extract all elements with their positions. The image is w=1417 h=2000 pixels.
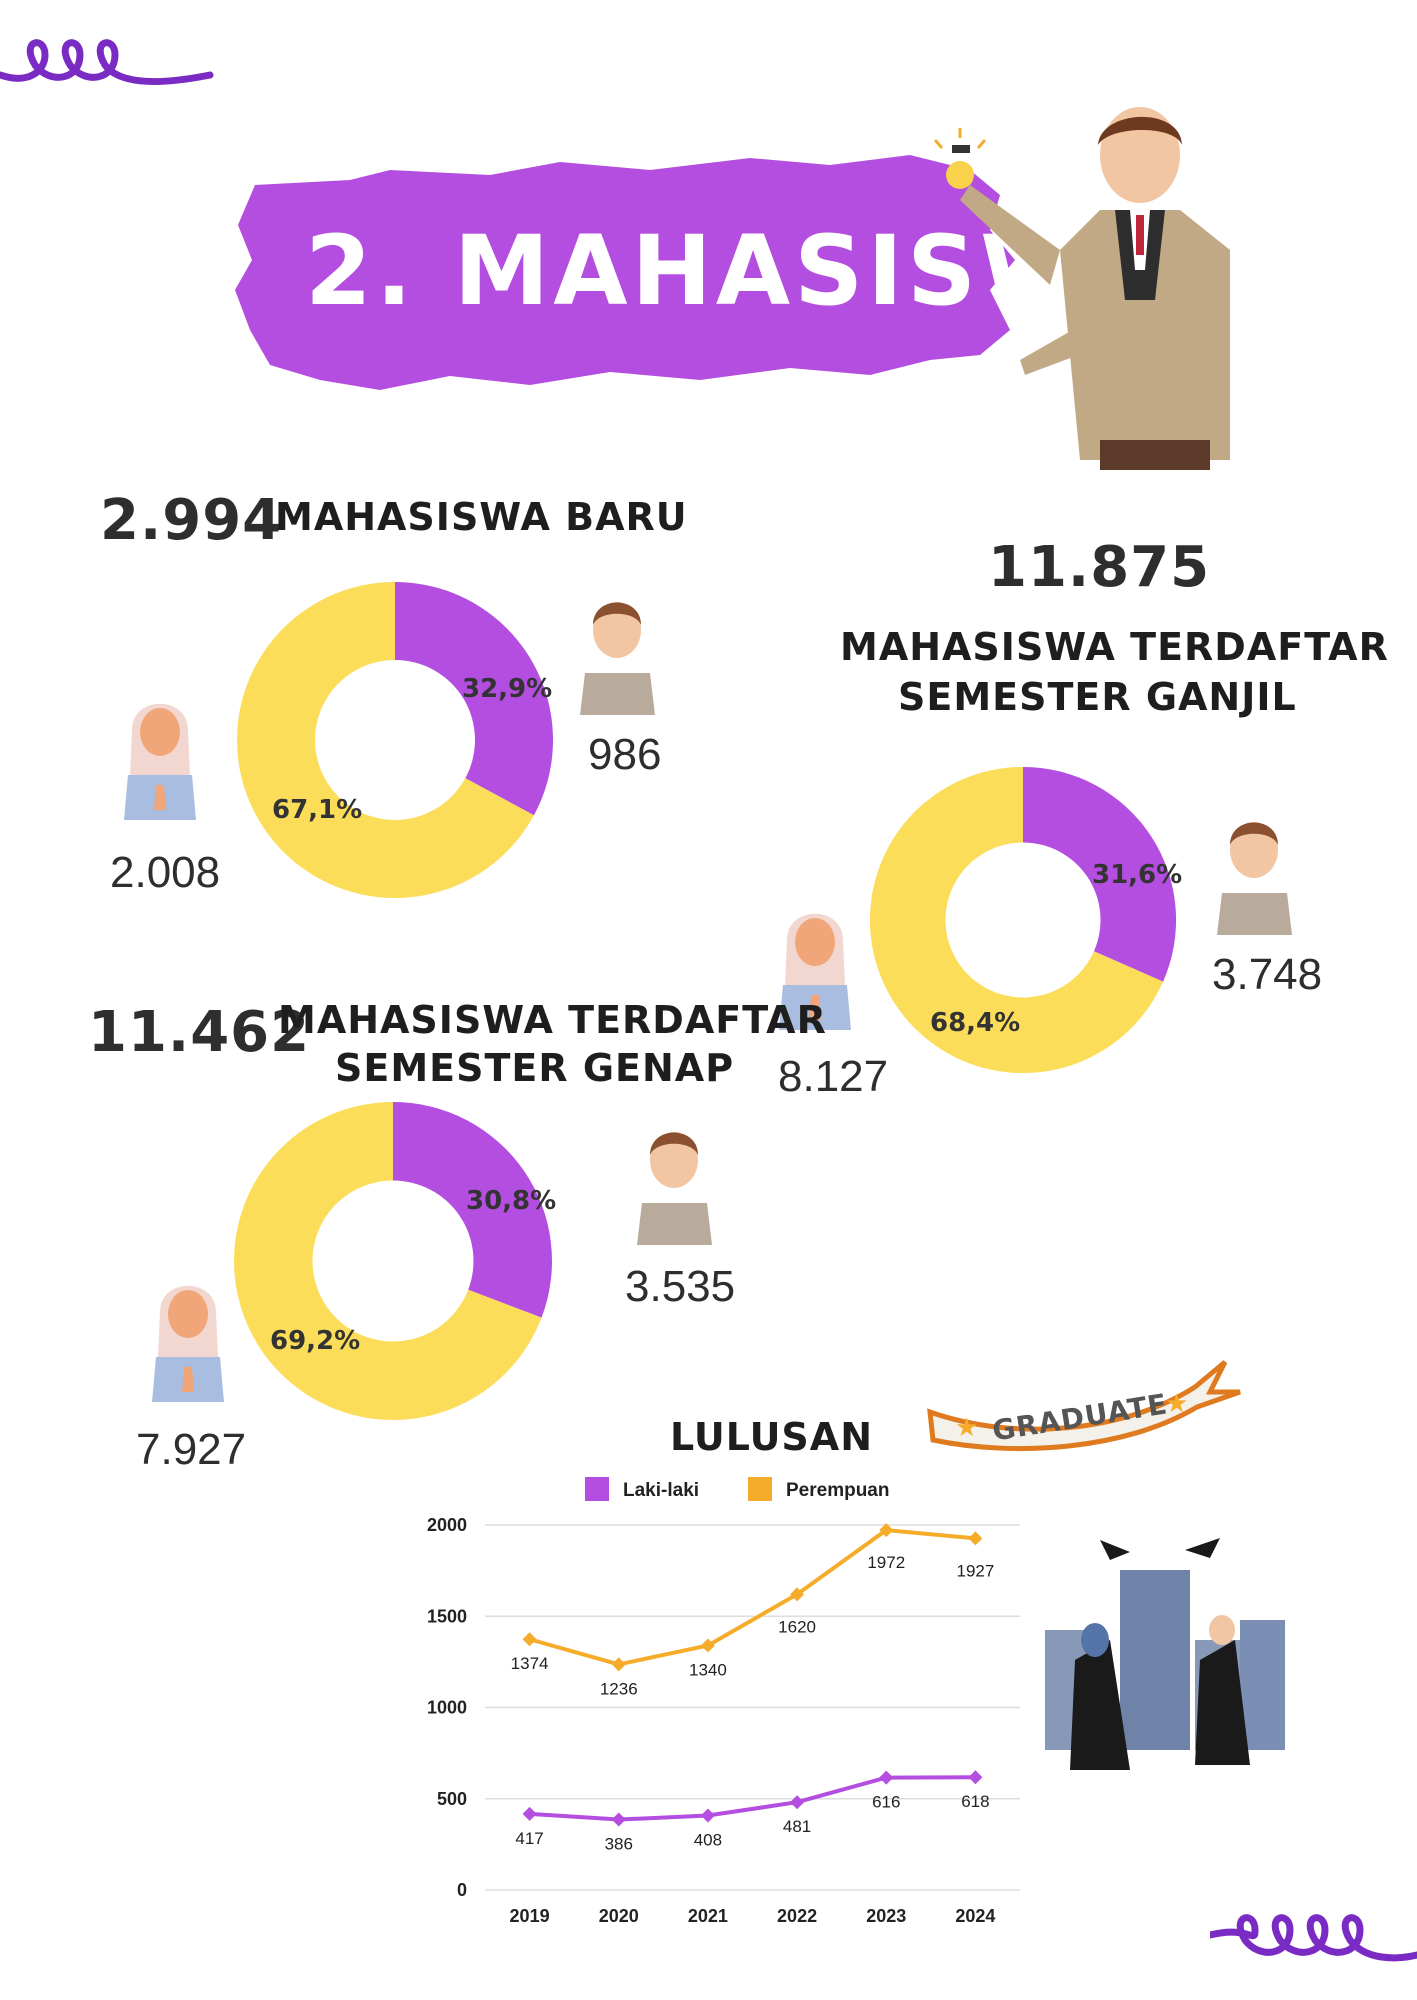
data-label: 1236 xyxy=(600,1679,638,1698)
data-point xyxy=(522,1806,537,1821)
ganjil-heading-line1: MAHASISWA TERDAFTAR xyxy=(840,625,1389,669)
data-label: 1927 xyxy=(957,1561,995,1580)
male-student-icon xyxy=(637,1132,712,1245)
y-tick-label: 0 xyxy=(457,1880,467,1900)
baru-male-pct-label: 32,9% xyxy=(462,674,553,704)
genap-total: 11.462 xyxy=(88,1000,311,1065)
baru-female-count: 2.008 xyxy=(110,848,221,897)
graduate-ribbon-badge: ★ ★ xyxy=(927,1360,1241,1452)
genap-heading-line2: SEMESTER GENAP xyxy=(335,1046,735,1090)
female-student-icon xyxy=(779,913,851,1030)
title-brush-banner xyxy=(235,155,1015,390)
data-point xyxy=(879,1523,894,1538)
x-tick-label: 2022 xyxy=(777,1906,817,1926)
genap-female-count: 7.927 xyxy=(136,1425,247,1474)
genap-donut-chart xyxy=(234,1102,552,1420)
squiggle-bottom-right xyxy=(1210,1914,1417,1962)
y-tick-label: 1000 xyxy=(427,1698,467,1718)
baru-female-pct-label: 67,1% xyxy=(272,795,363,825)
data-point xyxy=(968,1531,983,1546)
donut-slice-perempuan xyxy=(869,766,1164,1074)
chart-gridlines xyxy=(485,1524,1020,1891)
legend-label: Laki-laki xyxy=(623,1480,699,1501)
data-point xyxy=(611,1812,626,1827)
ganjil-heading-line2: SEMESTER GANJIL xyxy=(898,675,1297,719)
x-tick-label: 2020 xyxy=(599,1906,639,1926)
data-label: 481 xyxy=(783,1817,811,1836)
squiggle-top-left xyxy=(0,39,214,85)
graduation-cap-icon xyxy=(1100,1540,1130,1560)
ganjil-female-count: 8.127 xyxy=(778,1052,889,1101)
x-tick-label: 2024 xyxy=(955,1906,995,1926)
genap-male-pct-label: 30,8% xyxy=(466,1186,557,1216)
ganjil-donut-chart xyxy=(869,766,1177,1074)
lightbulb-icon xyxy=(933,128,987,189)
ganjil-male-count: 3.748 xyxy=(1212,950,1323,999)
x-tick-label: 2021 xyxy=(688,1906,728,1926)
data-label: 1340 xyxy=(689,1660,727,1679)
legend-swatch xyxy=(585,1477,609,1501)
genap-heading-line1: MAHASISWA TERDAFTAR xyxy=(278,998,827,1042)
data-point xyxy=(790,1587,805,1602)
chart-x-axis: 2019 2020 2021 2022 2023 2024 xyxy=(510,1906,996,1926)
data-label: 1972 xyxy=(867,1553,905,1572)
donut-slice-laki-laki xyxy=(393,1102,552,1318)
data-point xyxy=(611,1657,626,1672)
series-line-perempuan xyxy=(529,1528,976,1667)
baru-male-count: 986 xyxy=(588,730,662,779)
data-label: 1374 xyxy=(511,1654,549,1673)
star-icon: ★ xyxy=(1165,1389,1188,1419)
data-point xyxy=(700,1638,715,1653)
chart-y-axis: 0 500 1000 1500 2000 xyxy=(427,1515,467,1900)
data-label: 616 xyxy=(872,1793,900,1812)
x-tick-label: 2019 xyxy=(510,1906,550,1926)
y-tick-label: 500 xyxy=(437,1789,467,1809)
y-tick-label: 1500 xyxy=(427,1606,467,1626)
donut-slice-laki-laki xyxy=(1023,766,1177,982)
data-point xyxy=(700,1808,715,1823)
male-student-icon xyxy=(580,602,655,715)
graduation-cap-icon xyxy=(1185,1538,1220,1558)
star-icon: ★ xyxy=(955,1413,978,1443)
chart-series: 417 386 408 481 616 618 1374 1236 1340 1620 1972 19… xyxy=(511,1523,995,1854)
donut-slice-perempuan xyxy=(234,1102,542,1420)
series-line-laki-laki xyxy=(529,1775,976,1822)
baru-heading: MAHASISWA BARU xyxy=(275,495,688,539)
ganjil-male-pct-label: 31,6% xyxy=(1092,860,1183,890)
data-point xyxy=(968,1770,983,1785)
y-tick-label: 2000 xyxy=(427,1515,467,1535)
donut-slice-laki-laki xyxy=(395,582,553,816)
data-point xyxy=(879,1770,894,1785)
data-point xyxy=(790,1795,805,1810)
lulusan-chart-title: LULUSAN xyxy=(670,1415,874,1459)
baru-donut-chart xyxy=(237,582,553,898)
baru-total: 2.994 xyxy=(100,488,283,553)
lulusan-line-chart: Laki-laki Perempuan 0 500 1000 1500 2000 2019… xyxy=(427,1477,1020,1926)
data-label: 1620 xyxy=(778,1617,816,1636)
chart-legend: Laki-laki Perempuan xyxy=(585,1477,889,1501)
genap-male-count: 3.535 xyxy=(625,1262,736,1311)
genap-female-pct-label: 69,2% xyxy=(270,1326,361,1356)
teacher-illustration xyxy=(933,107,1230,470)
data-label: 618 xyxy=(961,1792,989,1811)
legend-swatch xyxy=(748,1477,772,1501)
donut-slice-perempuan xyxy=(237,582,534,898)
graduates-illustration xyxy=(1045,1538,1285,1770)
male-student-icon xyxy=(1217,822,1292,935)
ganjil-total: 11.875 xyxy=(988,535,1211,600)
ganjil-female-pct-label: 68,4% xyxy=(930,1008,1021,1038)
data-label: 408 xyxy=(694,1831,722,1850)
legend-label: Perempuan xyxy=(786,1480,889,1501)
data-point xyxy=(522,1632,537,1647)
data-label: 417 xyxy=(515,1829,543,1848)
female-student-icon xyxy=(124,703,196,820)
data-label: 386 xyxy=(605,1835,633,1854)
x-tick-label: 2023 xyxy=(866,1906,906,1926)
female-student-icon xyxy=(152,1285,224,1402)
